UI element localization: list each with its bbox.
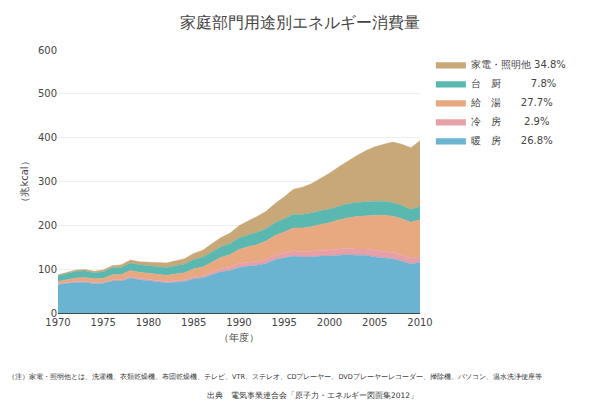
svg-text:2000: 2000 xyxy=(317,317,342,328)
svg-text:2010: 2010 xyxy=(407,317,432,328)
svg-text:1975: 1975 xyxy=(91,317,116,328)
svg-text:家庭部門用途別エネルギー消費量: 家庭部門用途別エネルギー消費量 xyxy=(180,13,420,32)
svg-text:600: 600 xyxy=(38,45,57,56)
svg-text:0: 0 xyxy=(51,308,57,319)
svg-text:1995: 1995 xyxy=(272,317,297,328)
svg-text:2005: 2005 xyxy=(362,317,387,328)
svg-text:暖 房 26.8%: 暖 房 26.8% xyxy=(471,135,553,146)
svg-text:500: 500 xyxy=(38,88,57,99)
svg-text:200: 200 xyxy=(38,220,57,231)
svg-text:出典 電気事業連合会「原子力・エネルギー図面集2012」: 出典 電気事業連合会「原子力・エネルギー図面集2012」 xyxy=(207,391,418,400)
svg-text:100: 100 xyxy=(38,264,57,275)
svg-text:1970: 1970 xyxy=(45,317,70,328)
svg-text:冷 房 2.9%: 冷 房 2.9% xyxy=(471,116,550,127)
svg-text:1990: 1990 xyxy=(226,317,251,328)
svg-text:（注）家電・照明他とは、洗濯機、衣類乾燥機、布団乾燥機、テレ: （注）家電・照明他とは、洗濯機、衣類乾燥機、布団乾燥機、テレビ、VTR、ステレオ… xyxy=(8,373,542,381)
svg-text:給 湯 27.7%: 給 湯 27.7% xyxy=(470,97,553,108)
svg-text:300: 300 xyxy=(38,176,57,187)
svg-text:台 厨 7.8%: 台 厨 7.8% xyxy=(471,78,556,89)
svg-text:1985: 1985 xyxy=(181,317,206,328)
svg-text:（兆kcal）: （兆kcal） xyxy=(19,156,30,206)
svg-text:（年度）: （年度） xyxy=(219,332,259,343)
svg-text:家電・照明他 34.8%: 家電・照明他 34.8% xyxy=(471,59,566,70)
svg-text:400: 400 xyxy=(38,132,57,143)
svg-text:1980: 1980 xyxy=(136,317,161,328)
